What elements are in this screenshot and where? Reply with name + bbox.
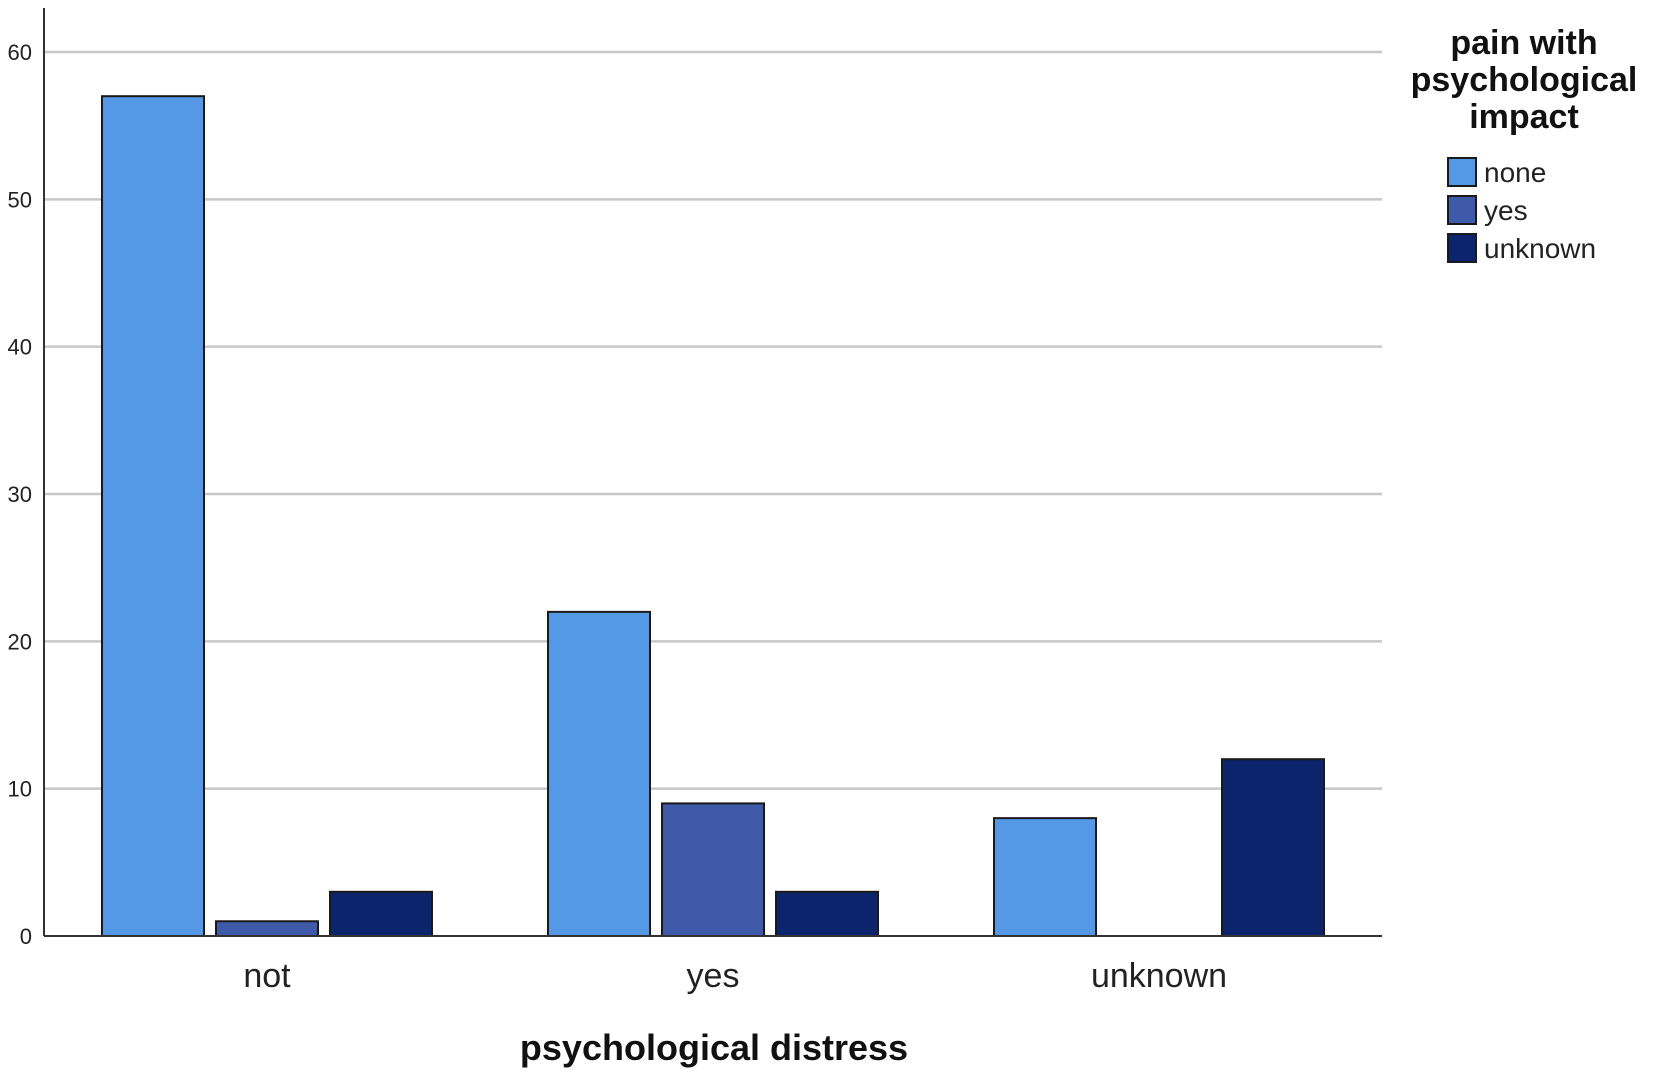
gridlines bbox=[44, 50, 1382, 790]
bar-unknown-unknown bbox=[1221, 758, 1325, 938]
legend-label-unknown: unknown bbox=[1484, 233, 1596, 264]
y-tick-label: 10 bbox=[8, 777, 32, 802]
bar-yes-yes bbox=[661, 802, 765, 938]
legend-items: none yes unknown bbox=[1447, 157, 1596, 264]
x-tick-label: not bbox=[243, 957, 291, 995]
legend-label-yes: yes bbox=[1484, 195, 1528, 226]
bar-yes-unknown bbox=[775, 890, 879, 937]
y-tick-label: 60 bbox=[8, 40, 32, 65]
legend: pain with psychological impact none yes un… bbox=[1411, 24, 1638, 264]
y-tick-label: 0 bbox=[20, 924, 32, 949]
legend-title-line-1: pain with bbox=[1450, 24, 1597, 62]
x-tick-label: unknown bbox=[1091, 957, 1227, 995]
bar-not-yes bbox=[215, 920, 319, 937]
legend-swatch-unknown bbox=[1447, 233, 1477, 263]
y-tick-label: 50 bbox=[8, 187, 32, 212]
bar-not-unknown bbox=[329, 890, 433, 937]
bar-yes-none bbox=[547, 610, 651, 937]
bar-not-none bbox=[101, 95, 205, 937]
y-tick-labels: 0 10 20 30 40 50 60 bbox=[8, 40, 32, 949]
legend-title-line-3: impact bbox=[1469, 98, 1579, 136]
bars bbox=[101, 95, 1325, 938]
bar-unknown-none bbox=[993, 817, 1097, 938]
legend-title-line-2: psychological bbox=[1411, 61, 1638, 99]
legend-swatch-none bbox=[1447, 157, 1477, 187]
x-axis-label: psychological distress bbox=[520, 1027, 908, 1068]
x-tick-label: yes bbox=[687, 957, 740, 995]
y-tick-label: 20 bbox=[8, 629, 32, 654]
legend-swatch-yes bbox=[1447, 195, 1477, 225]
y-tick-label: 40 bbox=[8, 335, 32, 360]
x-tick-labels: not yes unknown bbox=[243, 957, 1227, 995]
y-tick-label: 30 bbox=[8, 482, 32, 507]
legend-label-none: none bbox=[1484, 157, 1546, 188]
